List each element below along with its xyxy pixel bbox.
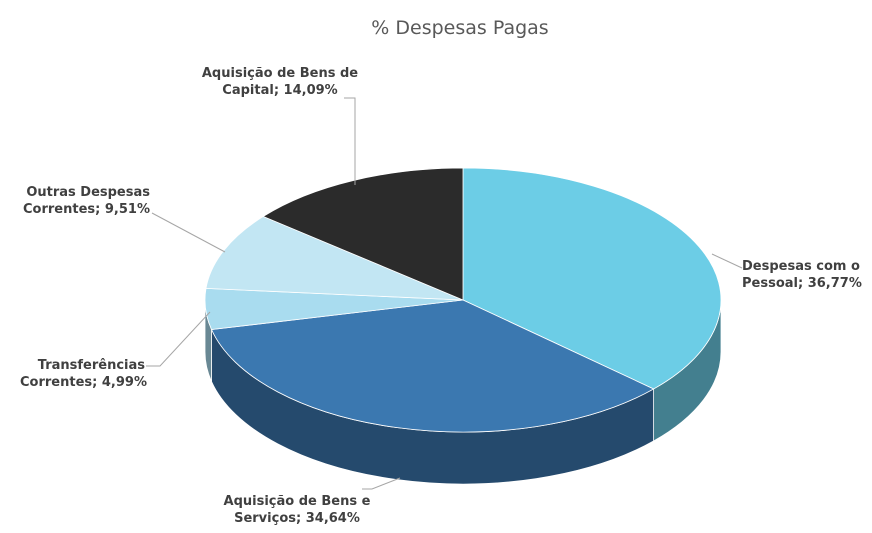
data-label: Aquisição de Bens e Serviços; 34,64%: [222, 493, 372, 527]
pie-slice: [210, 299, 655, 433]
leader-line: [151, 212, 226, 253]
data-label: Aquisição de Bens de Capital; 14,09%: [195, 65, 365, 99]
pie: [204, 167, 722, 485]
value-label: 9,51%: [104, 202, 150, 217]
category-name: Despesas com o Pessoal: [742, 259, 860, 291]
pie-slice: [262, 167, 464, 301]
category-name: Transferências Correntes: [20, 358, 145, 390]
category-name: Outras Despesas Correntes: [23, 185, 150, 217]
label-separator: ;: [95, 202, 105, 217]
chart-title: % Despesas Pagas: [371, 17, 548, 39]
pie-slice: [205, 215, 464, 301]
value-label: 34,64%: [305, 511, 360, 526]
pie-slice: [462, 167, 722, 390]
leader-line: [362, 477, 401, 490]
label-separator: ;: [273, 83, 284, 98]
label-separator: ;: [92, 375, 102, 390]
value-label: 36,77%: [807, 276, 862, 291]
category-name: Aquisição de Bens e Serviços: [223, 494, 371, 526]
leader-line: [711, 253, 743, 269]
value-label: 14,09%: [283, 83, 338, 98]
data-label: Transferências Correntes; 4,99%: [20, 357, 147, 391]
category-name: Aquisição de Bens de Capital: [201, 66, 359, 98]
leader-line: [146, 311, 211, 367]
data-label: Outras Despesas Correntes; 9,51%: [12, 184, 150, 218]
label-separator: ;: [296, 511, 306, 526]
data-label: Despesas com o Pessoal; 36,77%: [742, 258, 867, 292]
label-separator: ;: [797, 276, 808, 291]
leader-line: [344, 97, 356, 185]
value-label: 4,99%: [101, 375, 147, 390]
